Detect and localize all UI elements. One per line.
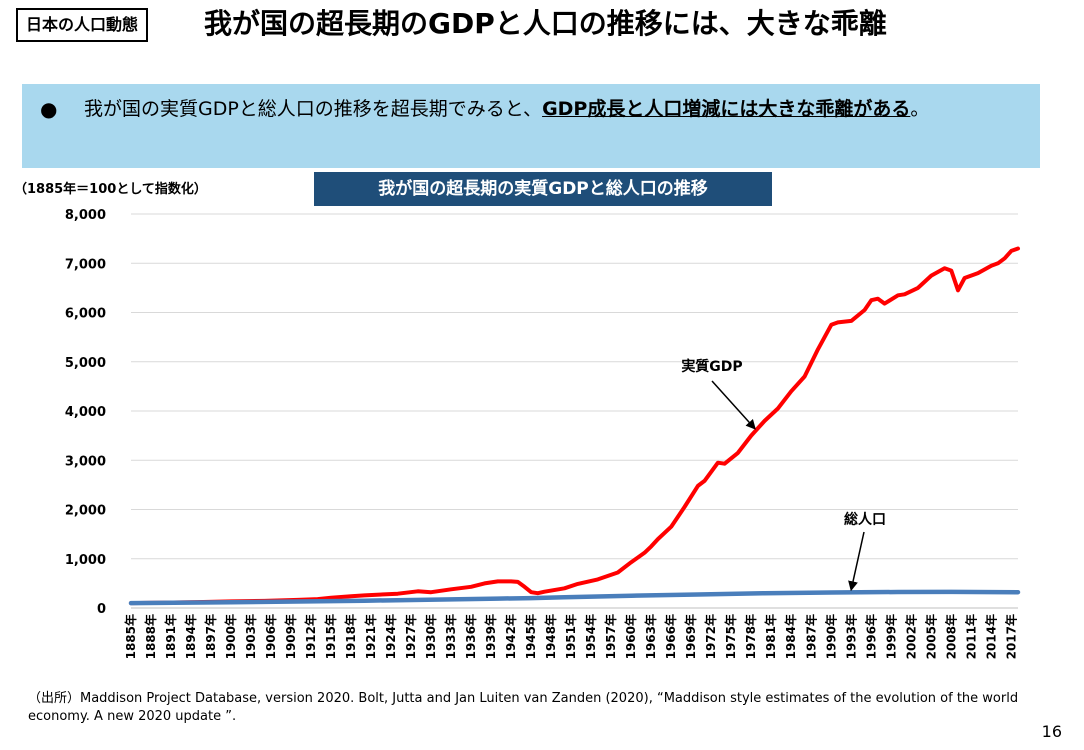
x-tick-label: 1987年 [803,614,818,659]
x-tick-label: 1915年 [323,614,338,659]
x-tick-label: 1984年 [783,614,798,659]
page-title: 我が国の超長期のGDPと人口の推移には、大きな乖離 [204,7,887,40]
x-tick-label: 1951年 [563,614,578,659]
x-tick-label: 1972年 [703,614,718,659]
x-tick-label: 1975年 [723,614,738,659]
summary-banner: ● 我が国の実質GDPと総人口の推移を超長期でみると、GDP成長と人口増減には大… [22,84,1040,168]
series-line-gdp [129,246,1020,606]
bullet-icon: ● [40,97,58,121]
x-tick-label: 1936年 [463,614,478,659]
series-line-population [128,589,1021,606]
x-tick-label: 1897年 [203,614,218,659]
y-tick-label: 8,000 [65,208,106,223]
x-tick-label: 1996年 [863,614,878,659]
y-tick-label: 1,000 [65,553,106,568]
x-tick-label: 1924年 [383,614,398,659]
line-chart: 0 1,000 2,000 3,000 4,000 5,000 6,000 7,000 8,00… [65,208,1021,659]
x-tick-label: 1966年 [663,614,678,659]
population-annotation: 総人口 [844,511,886,528]
x-tick-label: 1903年 [243,614,258,659]
x-tick-label: 1978年 [743,614,758,659]
x-tick-label: 1909年 [283,614,298,659]
x-tick-label: 2014年 [983,614,998,659]
population-arrow [848,531,865,592]
x-tick-label: 2005年 [923,614,938,659]
y-tick-label: 5,000 [65,356,106,371]
x-tick-label: 1900年 [223,614,238,659]
summary-text: 我が国の実質GDPと総人口の推移を超長期でみると、GDP成長と人口増減には大きな… [84,94,1024,124]
x-tick-label: 1927年 [403,614,418,659]
summary-text-emphasis: GDP成長と人口増減には大きな乖離がある [542,98,911,120]
y-tick-label: 2,000 [65,504,106,519]
x-tick-label: 2008年 [943,614,958,659]
page-number: 16 [1041,722,1062,741]
y-tick-label: 4,000 [65,405,106,420]
x-tick-label: 1990年 [823,614,838,659]
x-tick-label: 1885年 [123,614,138,659]
x-tick-label: 1933年 [443,614,458,659]
x-tick-label: 1912年 [303,614,318,659]
x-tick-label: 1969年 [683,614,698,659]
x-tick-label: 1906年 [263,614,278,659]
x-tick-label: 1981年 [763,614,778,659]
x-tick-label: 1891年 [163,614,178,659]
x-tick-label: 1921年 [363,614,378,659]
y-tick-label: 7,000 [65,257,106,272]
y-tick-label: 3,000 [65,454,106,469]
source-note: （出所）Maddison Project Database, version 2… [28,691,1019,724]
x-tick-label: 1999年 [883,614,898,659]
x-tick-label: 1993年 [843,614,858,659]
section-tag: 日本の人口動態 [16,8,149,42]
summary-text-after: 。 [910,98,930,120]
x-tick-label: 1939年 [483,614,498,659]
y-tick-label: 0 [97,602,106,617]
x-tick-label: 1894年 [183,614,198,659]
summary-text-before: 我が国の実質GDPと総人口の推移を超長期でみると、 [84,98,543,120]
x-tick-label: 1930年 [423,614,438,659]
x-tick-label: 1963年 [643,614,658,659]
x-tick-label: 1942年 [503,614,518,659]
x-tick-label: 1888年 [143,614,158,659]
x-tick-label: 2011年 [963,614,978,659]
y-tick-label: 6,000 [65,307,106,322]
gdp-annotation: 実質GDP [681,358,742,375]
x-tick-label: 1957年 [603,614,618,659]
chart-title: 我が国の超長期の実質GDPと総人口の推移 [314,172,772,206]
x-tick-label: 1954年 [583,614,598,659]
index-note: （1885年＝100として指数化） [14,182,207,197]
x-tick-label: 2017年 [1003,614,1018,659]
x-tick-label: 1918年 [343,614,358,659]
x-tick-label: 2002年 [903,614,918,659]
x-tick-label: 1945年 [523,614,538,659]
gdp-arrow [711,380,756,430]
x-tick-label: 1960年 [623,614,638,659]
x-tick-label: 1948年 [543,614,558,659]
